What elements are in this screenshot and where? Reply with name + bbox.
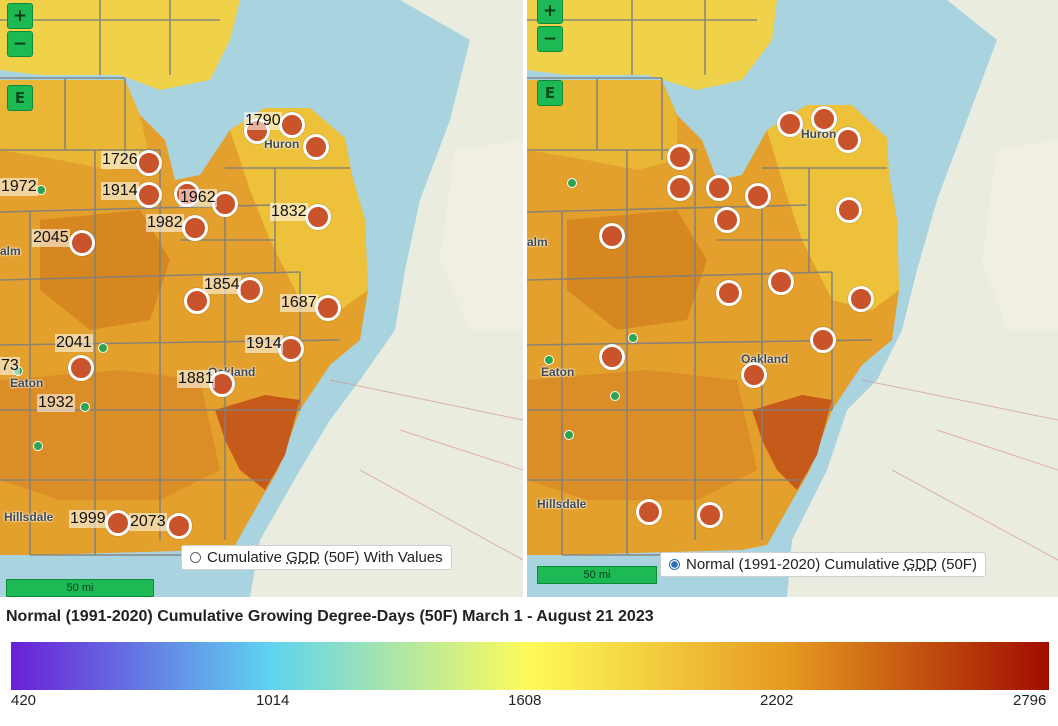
station-value: 1687 [280, 294, 318, 312]
toggle-label: Cumulative GDD (50F) With Values [207, 549, 443, 566]
toggle-label-post: (50F) With Values [319, 549, 443, 566]
station-marker[interactable] [182, 215, 208, 241]
place-label-eaton: Eaton [10, 376, 44, 390]
place-label-hillsdale: Hillsdale [4, 510, 54, 524]
station-value: 2041 [55, 334, 93, 352]
station-value: 73 [0, 357, 20, 375]
scale-bar: 50 mi [537, 566, 657, 584]
station-value: 1832 [270, 203, 308, 221]
layer-toggle-values[interactable]: Cumulative GDD (50F) With Values [181, 545, 452, 570]
legend-title: Normal (1991-2020) Cumulative Growing De… [6, 608, 654, 625]
zoom-in-button[interactable]: + [7, 3, 33, 29]
station-marker[interactable] [741, 362, 767, 388]
map-left[interactable]: + − E Huron Oakland Eaton Hillsdale alm … [0, 0, 523, 597]
station-marker[interactable] [166, 513, 192, 539]
station-marker[interactable] [848, 286, 874, 312]
minor-station-dot[interactable] [567, 178, 577, 188]
station-value: 1854 [203, 276, 241, 294]
station-marker[interactable] [836, 197, 862, 223]
station-marker[interactable] [279, 112, 305, 138]
station-marker[interactable] [69, 230, 95, 256]
station-marker[interactable] [777, 111, 803, 137]
extent-button[interactable]: E [537, 80, 563, 106]
station-marker[interactable] [136, 182, 162, 208]
station-value: 1914 [101, 182, 139, 200]
station-value: 1914 [245, 335, 283, 353]
station-marker[interactable] [716, 280, 742, 306]
toggle-label: Normal (1991-2020) Cumulative GDD (50F) [686, 556, 977, 573]
map-right[interactable]: + − E Huron Oakland Eaton Hillsdale alm … [527, 0, 1058, 597]
station-marker[interactable] [810, 327, 836, 353]
extent-button[interactable]: E [7, 85, 33, 111]
radio-unselected[interactable] [190, 552, 201, 563]
legend-tick: 2796 [1013, 692, 1047, 709]
station-marker[interactable] [636, 499, 662, 525]
station-value: 2073 [129, 513, 167, 531]
station-marker[interactable] [105, 510, 131, 536]
minor-station-dot[interactable] [610, 391, 620, 401]
station-marker[interactable] [68, 355, 94, 381]
station-value: 1972 [0, 178, 38, 196]
scale-label: 50 mi [583, 569, 611, 581]
legend-tick: 420 [11, 692, 37, 709]
station-value: 1726 [101, 151, 139, 169]
station-marker[interactable] [667, 144, 693, 170]
toggle-label-pre: Normal (1991-2020) Cumulative [686, 556, 904, 573]
station-value: 2045 [32, 229, 70, 247]
station-marker[interactable] [315, 295, 341, 321]
station-marker[interactable] [599, 223, 625, 249]
station-marker[interactable] [697, 502, 723, 528]
minor-station-dot[interactable] [98, 343, 108, 353]
station-value: 1962 [179, 189, 217, 207]
station-value: 1982 [146, 214, 184, 232]
zoom-in-button[interactable]: + [537, 0, 563, 24]
layer-toggle-normal[interactable]: Normal (1991-2020) Cumulative GDD (50F) [660, 552, 986, 577]
station-marker[interactable] [237, 277, 263, 303]
station-marker[interactable] [599, 344, 625, 370]
toggle-label-abbr: GDD [286, 549, 320, 566]
station-value: 1881 [177, 370, 215, 388]
station-marker[interactable] [667, 175, 693, 201]
station-marker[interactable] [811, 106, 837, 132]
minor-station-dot[interactable] [564, 430, 574, 440]
zoom-out-button[interactable]: − [537, 26, 563, 52]
station-value: 1932 [37, 394, 75, 412]
minor-station-dot[interactable] [544, 355, 554, 365]
minor-station-dot[interactable] [628, 333, 638, 343]
station-value: 1790 [244, 112, 282, 130]
place-label-palm: alm [527, 235, 548, 249]
toggle-label-abbr: GDD [903, 556, 937, 573]
legend-tick: 1014 [256, 692, 290, 709]
toggle-label-pre: Cumulative [207, 549, 287, 566]
station-marker[interactable] [303, 134, 329, 160]
station-marker[interactable] [714, 207, 740, 233]
legend-color-ramp [11, 642, 1049, 690]
scale-bar: 50 mi [6, 579, 154, 597]
minor-station-dot[interactable] [33, 441, 43, 451]
station-marker[interactable] [706, 175, 732, 201]
toggle-label-post: (50F) [936, 556, 977, 573]
station-marker[interactable] [136, 150, 162, 176]
zoom-out-button[interactable]: − [7, 31, 33, 57]
scale-label: 50 mi [66, 582, 94, 594]
place-label-palm: alm [0, 244, 21, 258]
station-marker[interactable] [305, 204, 331, 230]
legend-tick: 1608 [508, 692, 542, 709]
map-left-base [0, 0, 523, 597]
map-right-base [527, 0, 1058, 597]
station-marker[interactable] [745, 183, 771, 209]
legend-tick: 2202 [760, 692, 794, 709]
minor-station-dot[interactable] [80, 402, 90, 412]
place-label-huron: Huron [264, 137, 300, 151]
place-label-hillsdale: Hillsdale [537, 497, 587, 511]
station-marker[interactable] [835, 127, 861, 153]
station-marker[interactable] [768, 269, 794, 295]
station-value: 1999 [69, 510, 107, 528]
place-label-eaton: Eaton [541, 365, 575, 379]
station-marker[interactable] [184, 288, 210, 314]
map-divider [523, 0, 527, 597]
radio-selected[interactable] [669, 559, 680, 570]
